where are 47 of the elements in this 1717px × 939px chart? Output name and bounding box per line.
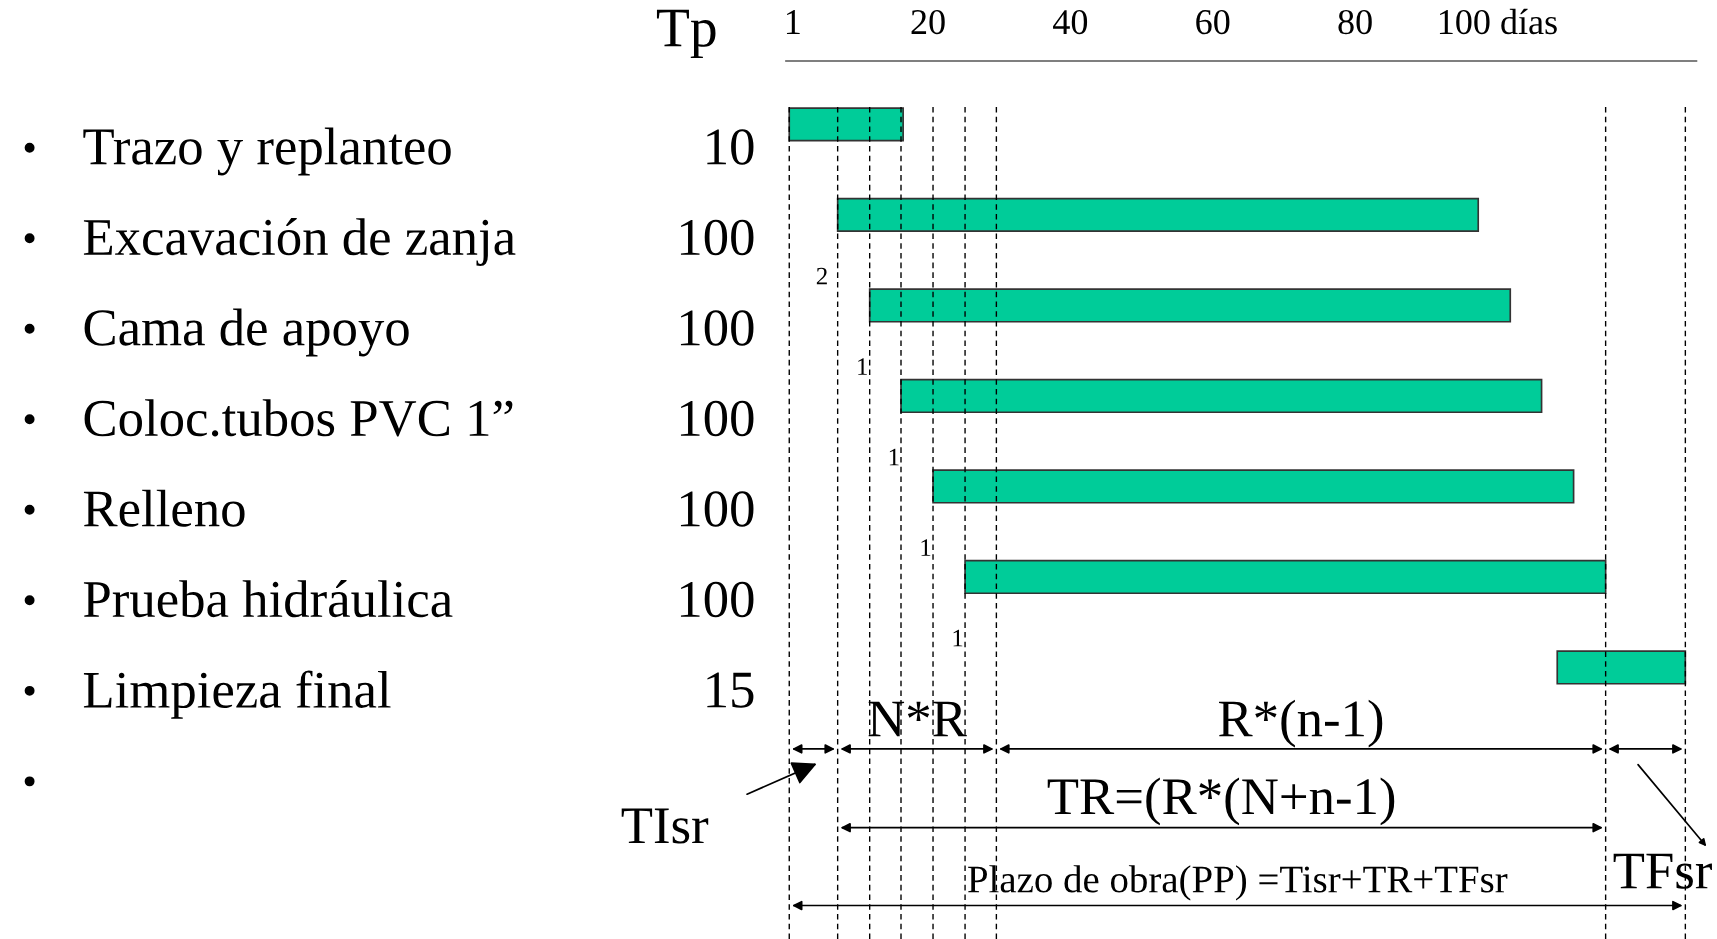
bar [836, 197, 1480, 233]
annotation: 1 [921, 539, 931, 556]
annotation: R*(n-1) [1218, 699, 1383, 748]
text: 100 [680, 581, 754, 618]
bar [788, 107, 904, 142]
annotation: 1 [953, 629, 963, 647]
annotation: 1 [889, 448, 899, 466]
x-tick-label: 40 [1053, 9, 1088, 35]
annotation: 2 [816, 267, 827, 285]
bar [868, 288, 1512, 323]
text: • [24, 142, 35, 153]
y-tick-label: Excavación de zanja [83, 218, 516, 267]
text: 15 [707, 672, 754, 708]
y-tick-label: Trazo y replanteo [83, 127, 451, 176]
text: 10 [707, 129, 754, 165]
x-tick-label: 80 [1338, 9, 1372, 35]
annotation: N*R [868, 701, 967, 737]
y-tick-label: Relleno [83, 489, 245, 527]
x-tick-label: 20 [911, 9, 945, 35]
text: • [24, 776, 35, 787]
text: • [24, 233, 35, 244]
text: • [24, 414, 35, 425]
bar [900, 378, 1543, 414]
text: • [24, 685, 35, 696]
y-tick-label: Coloc.tubos PVC 1” [84, 399, 513, 437]
y-tick-label: Prueba hidráulica [83, 580, 453, 618]
text: TIsr [621, 808, 709, 844]
bar [964, 559, 1607, 595]
text: 100 [680, 491, 754, 527]
text: • [24, 504, 35, 515]
y-tick-label: Limpieza final [83, 670, 391, 719]
text: Tp [656, 9, 716, 59]
bar [932, 469, 1575, 504]
text: • [24, 323, 35, 334]
annotation: 1 [858, 358, 867, 375]
text: 100 [680, 400, 754, 437]
text: TFsr [1613, 853, 1712, 889]
y-tick-label: Cama de apoyo [84, 308, 409, 357]
bar [1556, 650, 1687, 685]
text: • [24, 595, 35, 606]
x-tick-label: 60 [1196, 9, 1230, 35]
x-tick-label: 1 [786, 10, 800, 34]
x-tick-label: 100 días [1439, 8, 1557, 35]
text: 100 [680, 219, 754, 256]
text: TR=(R*(N+n-1) [1047, 777, 1395, 826]
text: Plazo de obra(PP) =Tisr+TR+TFsr [968, 865, 1508, 901]
text: 100 [680, 310, 754, 346]
